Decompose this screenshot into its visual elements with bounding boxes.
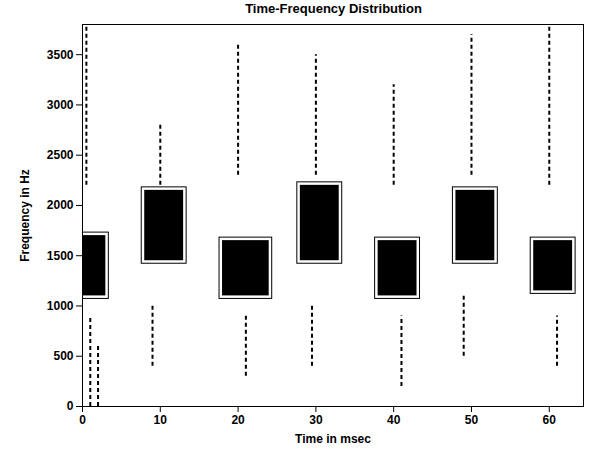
svg-text:30: 30 [309, 413, 323, 427]
svg-text:Time in msec: Time in msec [295, 432, 371, 446]
svg-text:20: 20 [231, 413, 245, 427]
svg-text:10: 10 [154, 413, 168, 427]
svg-text:1500: 1500 [47, 249, 74, 263]
svg-text:60: 60 [543, 413, 557, 427]
svg-text:500: 500 [53, 349, 73, 363]
svg-text:1000: 1000 [47, 299, 74, 313]
html-text:Time-Frequency Distribution: Time-Frequency Distribution [245, 1, 422, 16]
svg-text:2500: 2500 [47, 148, 74, 162]
svg-text:40: 40 [387, 413, 401, 427]
svg-text:3500: 3500 [47, 47, 74, 61]
svg-text:0: 0 [67, 399, 74, 413]
svg-text:0: 0 [79, 413, 86, 427]
svg-text:3000: 3000 [47, 98, 74, 112]
svg-text:50: 50 [465, 413, 479, 427]
svg-text:Frequency in Hz: Frequency in Hz [18, 169, 32, 262]
svg-text:2000: 2000 [47, 198, 74, 212]
